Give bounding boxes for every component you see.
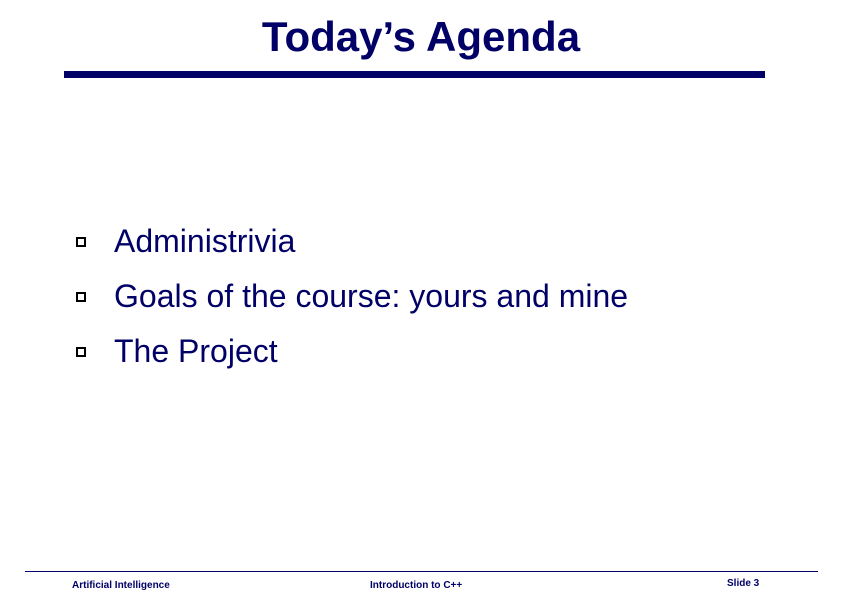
footer-divider (25, 571, 818, 572)
bullet-text: Goals of the course: yours and mine (114, 278, 629, 314)
bullet-text: Administrivia (114, 223, 296, 259)
hollow-square-bullet-icon (76, 292, 86, 302)
footer-slide-number: Slide 3 (727, 578, 760, 589)
footer-lecture-title: Introduction to C++ (370, 580, 463, 591)
agenda-bullet-list: Administrivia Goals of the course: yours… (0, 219, 842, 384)
list-item: Administrivia (0, 219, 842, 274)
footer-course-name: Artificial Intelligence (72, 580, 170, 591)
bullet-text: The Project (114, 333, 278, 369)
hollow-square-bullet-icon (76, 347, 86, 357)
title-underline-divider (64, 71, 765, 78)
list-item: Goals of the course: yours and mine (0, 274, 842, 329)
slide-title: Today’s Agenda (261, 13, 581, 60)
list-item: The Project (0, 329, 842, 384)
hollow-square-bullet-icon (76, 237, 86, 247)
